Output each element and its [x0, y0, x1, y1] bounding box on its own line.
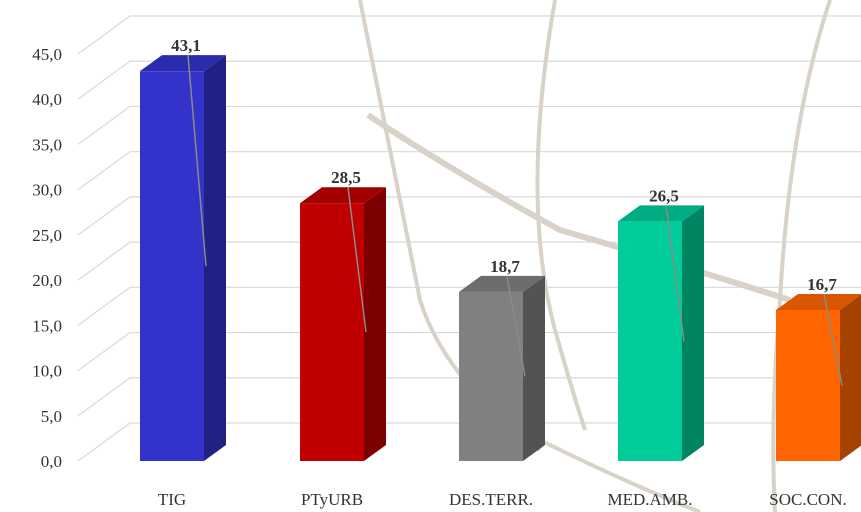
bar-top [140, 55, 226, 72]
category-label: PTyURB [301, 490, 363, 509]
bar-tig: 43,1 [140, 36, 226, 461]
bar-top [776, 293, 861, 310]
bar-top [300, 187, 386, 204]
y-tick-label: 45,0 [32, 45, 62, 64]
category-label: TIG [158, 490, 186, 509]
gridline [77, 422, 861, 462]
data-label: 18,7 [490, 257, 520, 276]
y-tick-label: 20,0 [32, 271, 62, 290]
background-decoration [358, 0, 832, 512]
gridline [77, 15, 861, 55]
gridline [77, 196, 861, 236]
gridline [77, 377, 861, 417]
bar-front [776, 309, 840, 461]
data-label-leader [187, 55, 207, 267]
gridline [77, 151, 861, 191]
bar-side [840, 294, 861, 461]
gridline [77, 105, 861, 145]
gridline [77, 60, 861, 100]
category-label: MED.AMB. [607, 490, 692, 509]
data-label: 43,1 [171, 36, 201, 55]
data-label: 26,5 [649, 186, 679, 205]
bar-side [682, 205, 704, 461]
bar-side [523, 275, 545, 461]
bar-side [204, 55, 226, 461]
bar-front [459, 291, 523, 461]
decor-curve [771, 0, 832, 512]
y-tick-label: 35,0 [32, 135, 62, 154]
bar-des-terr: 18,7 [459, 257, 545, 461]
y-tick-label: 30,0 [32, 181, 62, 200]
y-tick-label: 10,0 [32, 362, 62, 381]
decor-curve [539, 438, 701, 512]
y-tick-label: 0,0 [41, 452, 62, 471]
decor-curve [535, 0, 587, 431]
y-axis: 0,0 5,0 10,0 15,0 20,0 25,0 30,0 35,0 40,0 45,0 [32, 45, 62, 471]
bar-front [300, 203, 364, 461]
bar-front [618, 221, 682, 461]
y-tick-label: 25,0 [32, 226, 62, 245]
x-axis: TIG PTyURB DES.TERR. MED.AMB. SOC.CON. [158, 490, 847, 509]
data-label-leader [347, 187, 367, 333]
category-label: SOC.CON. [769, 490, 846, 509]
bar-soc-con: 16,7 [776, 275, 861, 461]
gridline [77, 241, 861, 281]
y-tick-label: 40,0 [32, 90, 62, 109]
bars: 43,1 28,5 18,7 26,5 16,7 [140, 36, 861, 461]
gridline [77, 286, 861, 326]
gridline [77, 331, 861, 372]
data-label: 16,7 [807, 275, 837, 294]
bar-side [364, 187, 386, 461]
data-label-leader [823, 293, 843, 386]
data-label-leader [665, 205, 685, 342]
data-label-leader [506, 275, 526, 377]
decor-curve [366, 112, 791, 303]
bar-med-amb: 26,5 [618, 186, 704, 461]
category-label: DES.TERR. [449, 490, 533, 509]
gridlines [77, 15, 861, 462]
bar-front [140, 71, 204, 461]
y-tick-label: 15,0 [32, 316, 62, 335]
data-label: 28,5 [331, 168, 361, 187]
bar-ptyurb: 28,5 [300, 168, 386, 461]
bar-top [459, 275, 545, 292]
bar-top [618, 205, 704, 222]
y-tick-label: 5,0 [41, 407, 62, 426]
